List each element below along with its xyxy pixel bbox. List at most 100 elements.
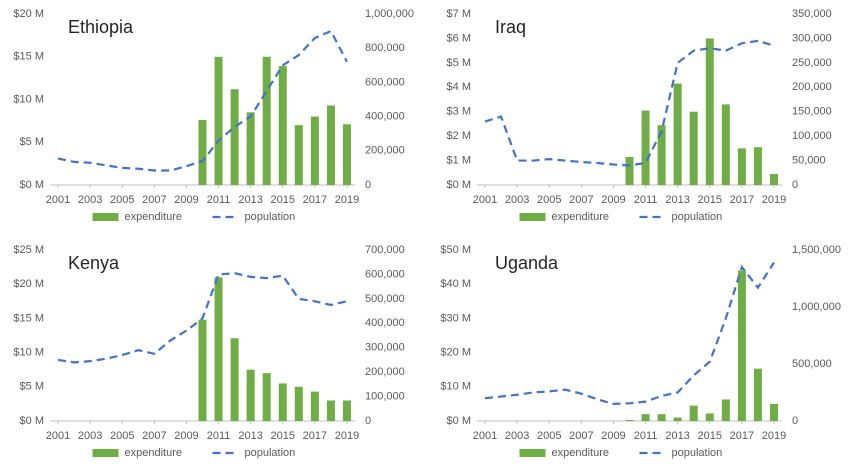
x-tick-label: 2003: [505, 430, 529, 442]
y2-tick-label: 500,000: [792, 358, 832, 370]
chart-title: Kenya: [68, 253, 120, 273]
bar: [673, 83, 682, 185]
bar: [230, 338, 239, 421]
x-tick-label: 2009: [601, 194, 625, 206]
x-tick-label: 2015: [271, 430, 295, 442]
line: [57, 29, 348, 172]
y2-tick-label: 800,000: [365, 42, 405, 54]
chart-title: Iraq: [495, 17, 526, 37]
bar: [198, 319, 207, 421]
legend-label: population: [672, 211, 723, 223]
x-tick-label: 2001: [473, 430, 497, 442]
y-tick-label: $5 M: [20, 381, 44, 393]
y-tick-label: $5 M: [20, 136, 44, 148]
x-tick-label: 2017: [730, 430, 754, 442]
x-tick-label: 2015: [698, 430, 722, 442]
bar: [214, 56, 223, 185]
y2-tick-label: 200,000: [365, 145, 405, 157]
y2-tick-label: 300,000: [792, 32, 832, 44]
y-tick-label: $2 M: [447, 130, 471, 142]
x-tick-label: 2001: [473, 194, 497, 206]
bar: [342, 400, 351, 421]
legend-label: population: [672, 447, 723, 459]
bar: [262, 373, 271, 421]
bar: [214, 277, 223, 421]
y-tick-label: $4 M: [447, 81, 471, 93]
legend-swatch: [519, 449, 546, 457]
y2-tick-label: 200,000: [792, 81, 832, 93]
bar: [705, 413, 714, 421]
y2-tick-label: 0: [792, 415, 798, 427]
y2-tick-label: 500,000: [365, 293, 405, 305]
y-tick-label: $3 M: [447, 106, 471, 118]
y2-tick-label: 700,000: [365, 244, 405, 256]
x-tick-label: 2011: [207, 430, 231, 442]
x-tick-label: 2019: [762, 430, 786, 442]
legend-swatch: [92, 449, 119, 457]
x-tick-label: 2019: [762, 194, 786, 206]
line: [484, 261, 775, 406]
y-tick-label: $7 M: [447, 8, 471, 20]
bar: [737, 270, 746, 421]
y2-tick-label: 400,000: [365, 317, 405, 329]
line: [484, 39, 775, 167]
x-tick-label: 2001: [46, 430, 70, 442]
x-tick-label: 2013: [665, 194, 689, 206]
y-tick-label: $0 M: [20, 179, 44, 191]
bar: [689, 111, 698, 185]
bar: [310, 116, 319, 185]
y2-tick-label: 1,000,000: [365, 8, 414, 20]
x-tick-label: 2013: [665, 430, 689, 442]
x-tick-label: 2015: [698, 194, 722, 206]
chart-title: Uganda: [495, 253, 559, 273]
x-tick-label: 2013: [238, 194, 262, 206]
x-tick-label: 2009: [174, 194, 198, 206]
y2-tick-label: 300,000: [365, 342, 405, 354]
y-tick-label: $25 M: [13, 244, 44, 256]
legend-label: expenditure: [552, 211, 610, 223]
bar: [641, 414, 650, 421]
x-tick-label: 2019: [335, 430, 359, 442]
y2-tick-label: 200,000: [365, 366, 405, 378]
bar: [294, 125, 303, 185]
y-tick-label: $1 M: [447, 154, 471, 166]
y2-tick-label: 150,000: [792, 106, 832, 118]
chart-title: Ethiopia: [68, 17, 134, 37]
x-tick-label: 2005: [537, 194, 561, 206]
bar: [769, 403, 778, 421]
bar: [721, 104, 730, 185]
y-tick-label: $0 M: [447, 415, 471, 427]
y-tick-label: $20 M: [13, 8, 44, 20]
bar: [326, 400, 335, 421]
bar: [278, 66, 287, 185]
bar: [262, 56, 271, 185]
x-tick-label: 2017: [730, 194, 754, 206]
y-tick-label: $0 M: [447, 179, 471, 191]
y2-tick-label: 1,500,000: [792, 244, 841, 256]
bar: [310, 391, 319, 421]
bar: [326, 105, 335, 185]
legend-label: expenditure: [125, 211, 183, 223]
y2-tick-label: 600,000: [365, 76, 405, 88]
x-tick-label: 2003: [78, 194, 102, 206]
x-tick-label: 2009: [174, 430, 198, 442]
y2-tick-label: 100,000: [365, 390, 405, 402]
legend-label: expenditure: [125, 447, 183, 459]
bar: [625, 419, 634, 421]
bar: [294, 386, 303, 421]
y2-tick-label: 50,000: [792, 154, 826, 166]
y-tick-label: $10 M: [440, 381, 471, 393]
y-tick-label: $10 M: [13, 347, 44, 359]
legend-label: expenditure: [552, 447, 610, 459]
x-tick-label: 2011: [634, 430, 658, 442]
bar: [721, 399, 730, 421]
y2-tick-label: 600,000: [365, 268, 405, 280]
x-tick-label: 2017: [303, 194, 327, 206]
y-tick-label: $40 M: [440, 278, 471, 290]
x-tick-label: 2007: [142, 194, 166, 206]
bar: [246, 369, 255, 421]
x-tick-label: 2005: [110, 194, 134, 206]
bar: [230, 89, 239, 185]
